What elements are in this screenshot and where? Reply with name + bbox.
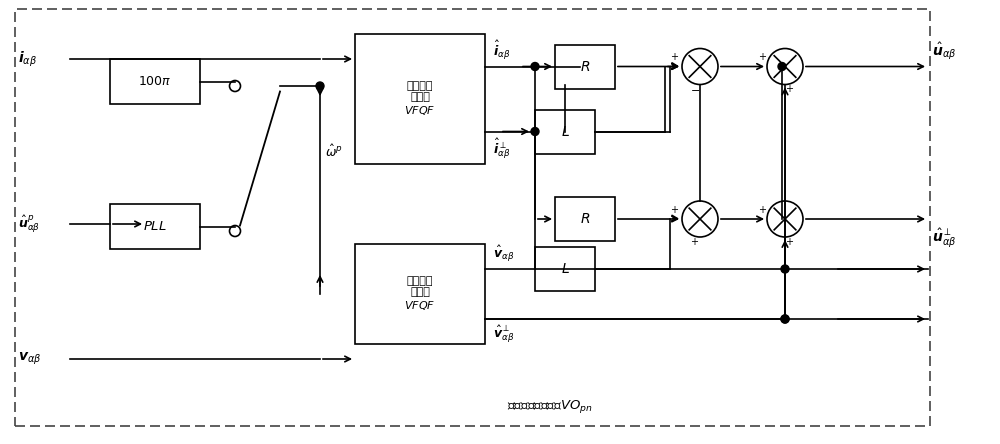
Text: $PLL$: $PLL$: [143, 220, 167, 233]
FancyBboxPatch shape: [355, 244, 485, 344]
Circle shape: [531, 63, 539, 71]
FancyBboxPatch shape: [555, 197, 615, 241]
Text: $\hat{\boldsymbol{u}}^{p}_{\alpha\beta}$: $\hat{\boldsymbol{u}}^{p}_{\alpha\beta}$: [18, 213, 40, 235]
Text: $+$: $+$: [758, 51, 768, 62]
Circle shape: [781, 315, 789, 323]
Text: $L$: $L$: [561, 262, 569, 276]
Text: $\hat{\omega}^{p}$: $\hat{\omega}^{p}$: [325, 144, 343, 160]
FancyBboxPatch shape: [110, 204, 200, 249]
Text: $+$: $+$: [670, 51, 680, 62]
Text: $\boldsymbol{v}_{\alpha\beta}$: $\boldsymbol{v}_{\alpha\beta}$: [18, 351, 42, 367]
Text: $R$: $R$: [580, 212, 590, 226]
Text: $\hat{\boldsymbol{i}}_{\alpha\beta}$: $\hat{\boldsymbol{i}}_{\alpha\beta}$: [493, 39, 510, 62]
Text: $-$: $-$: [690, 83, 700, 94]
Text: $\hat{\boldsymbol{u}}_{\alpha\beta}$: $\hat{\boldsymbol{u}}_{\alpha\beta}$: [932, 40, 956, 62]
Text: $R$: $R$: [580, 59, 590, 74]
Text: $+$: $+$: [785, 235, 795, 246]
Circle shape: [781, 315, 789, 323]
FancyBboxPatch shape: [535, 110, 595, 154]
Text: 变频正交
滤波器
$VFQF$: 变频正交 滤波器 $VFQF$: [404, 81, 436, 117]
FancyBboxPatch shape: [355, 34, 485, 164]
Circle shape: [531, 127, 539, 135]
Text: $+$: $+$: [670, 203, 680, 214]
Text: $100\pi$: $100\pi$: [138, 75, 172, 88]
Text: $\hat{\boldsymbol{u}}^{\perp}_{\alpha\beta}$: $\hat{\boldsymbol{u}}^{\perp}_{\alpha\be…: [932, 227, 956, 250]
Text: $\hat{\boldsymbol{v}}_{\alpha\beta}$: $\hat{\boldsymbol{v}}_{\alpha\beta}$: [493, 244, 514, 264]
Text: $\hat{\boldsymbol{i}}^{\perp}_{\alpha\beta}$: $\hat{\boldsymbol{i}}^{\perp}_{\alpha\be…: [493, 136, 510, 161]
Circle shape: [316, 82, 324, 90]
Text: 不对称电压观测器$VO_{pn}$: 不对称电压观测器$VO_{pn}$: [507, 397, 593, 415]
Text: $\hat{\boldsymbol{v}}^{\perp}_{\alpha\beta}$: $\hat{\boldsymbol{v}}^{\perp}_{\alpha\be…: [493, 324, 514, 345]
FancyBboxPatch shape: [110, 59, 200, 104]
Text: $+$: $+$: [690, 235, 700, 246]
FancyBboxPatch shape: [535, 247, 595, 291]
Text: $+$: $+$: [785, 83, 795, 94]
Circle shape: [781, 265, 789, 273]
Text: $\boldsymbol{i}_{\alpha\beta}$: $\boldsymbol{i}_{\alpha\beta}$: [18, 49, 37, 69]
Text: $L$: $L$: [561, 124, 569, 139]
Text: 变频正交
滤波器
$VFQF$: 变频正交 滤波器 $VFQF$: [404, 276, 436, 312]
Circle shape: [778, 63, 786, 71]
FancyBboxPatch shape: [555, 44, 615, 88]
Text: $+$: $+$: [758, 203, 768, 214]
